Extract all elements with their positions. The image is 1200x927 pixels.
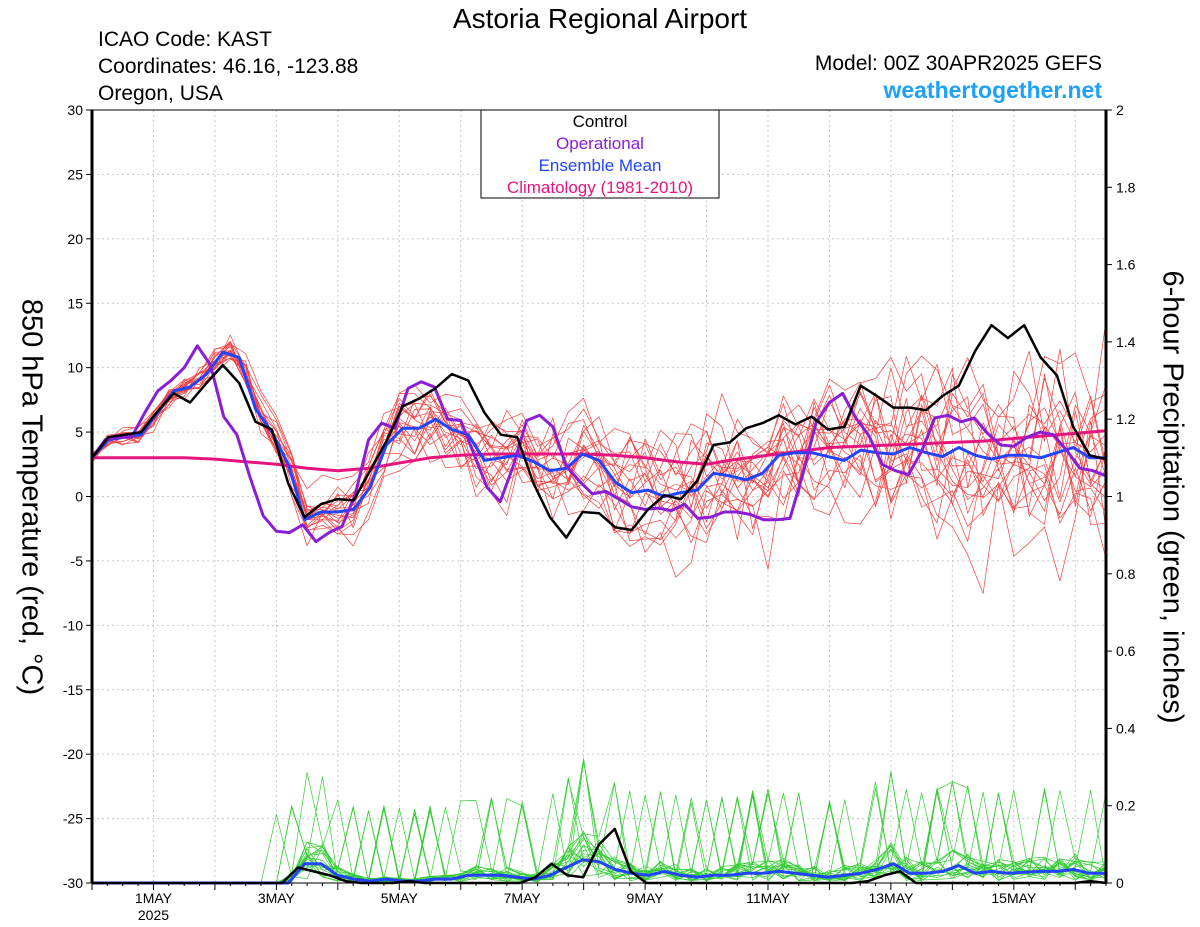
x-tick-sublabel: 2025 xyxy=(138,907,169,923)
y-tick-label-left: 10 xyxy=(67,360,83,376)
x-tick-label: 3MAY xyxy=(258,890,296,906)
region: Oregon, USA xyxy=(98,82,223,105)
model-info: Model: 00Z 30APR2025 GEFS xyxy=(814,52,1102,75)
y-tick-label-left: -20 xyxy=(63,746,83,762)
temp-member-line xyxy=(91,347,1107,509)
y-tick-label-right: 0.4 xyxy=(1116,720,1136,736)
y-tick-label-right: 1.8 xyxy=(1116,179,1136,195)
temp-member-line xyxy=(91,341,1107,536)
grid-lines xyxy=(92,109,1106,884)
legend: Control Operational Ensemble Mean Climatolo… xyxy=(480,109,720,199)
y-tick-label-right: 0.2 xyxy=(1116,798,1136,814)
temp-member-line xyxy=(91,357,1107,539)
y-tick-label-left: -30 xyxy=(63,875,83,891)
y-tick-label-right: 2 xyxy=(1116,102,1124,118)
y-tick-label-right: 1.2 xyxy=(1116,411,1136,427)
chart-title: Astoria Regional Airport xyxy=(452,3,748,34)
y-tick-label-right: 1.4 xyxy=(1116,334,1136,350)
operational-line xyxy=(90,344,1107,544)
y-tick-label-right: 1.6 xyxy=(1116,257,1136,273)
y-tick-label-left: 25 xyxy=(67,166,83,182)
x-tick-label: 9MAY xyxy=(627,890,665,906)
y-tick-label-right: 0.8 xyxy=(1116,566,1136,582)
y-tick-label-left: -15 xyxy=(63,682,83,698)
legend-entry: Ensemble Mean xyxy=(539,156,662,175)
website-link[interactable]: weathertogether.net xyxy=(883,77,1102,103)
temp-member-line xyxy=(91,345,1107,544)
coordinates: Coordinates: 46.16, -123.88 xyxy=(98,55,359,78)
icao-code: ICAO Code: KAST xyxy=(98,28,272,51)
ensemble-members xyxy=(91,320,1107,884)
y-tick-label-left: 30 xyxy=(67,102,83,118)
legend-box xyxy=(480,109,720,199)
y-tick-label-right: 0.6 xyxy=(1116,643,1136,659)
y-tick-label-left: 15 xyxy=(67,295,83,311)
axes-ticks: 302520151050-5-10-15-20-25-3021.81.61.41… xyxy=(63,102,1136,923)
y-tick-label-left: 5 xyxy=(75,424,83,440)
climatology-line xyxy=(92,429,1107,473)
y-tick-label-right: 1 xyxy=(1116,489,1124,505)
legend-entry: Operational xyxy=(556,134,644,153)
y-tick-label-left: -5 xyxy=(71,553,84,569)
x-tick-label: 5MAY xyxy=(381,890,419,906)
x-tick-label: 15MAY xyxy=(991,890,1037,906)
x-tick-label: 7MAY xyxy=(504,890,542,906)
legend-entry: Climatology (1981-2010) xyxy=(507,178,693,197)
legend-entry: Control xyxy=(573,112,628,131)
y-tick-label-left: -25 xyxy=(63,811,83,827)
y-tick-label-left: 20 xyxy=(67,231,83,247)
y-tick-label-left: -10 xyxy=(63,617,83,633)
y-tick-label-left: 0 xyxy=(75,489,83,505)
temp-member-line xyxy=(91,350,1107,570)
x-tick-label: 11MAY xyxy=(746,890,790,906)
precip-mean-line xyxy=(92,858,1106,885)
control-line xyxy=(91,323,1107,539)
series-lines xyxy=(90,323,1107,885)
x-tick-label: 13MAY xyxy=(868,890,914,906)
temp-mean-line xyxy=(90,350,1106,522)
temp-member-line xyxy=(91,350,1107,547)
temp-member-line xyxy=(91,334,1107,517)
y-tick-label-right: 0 xyxy=(1116,875,1124,891)
temp-member-line xyxy=(91,343,1107,578)
x-tick-label: 1MAY xyxy=(135,890,173,906)
